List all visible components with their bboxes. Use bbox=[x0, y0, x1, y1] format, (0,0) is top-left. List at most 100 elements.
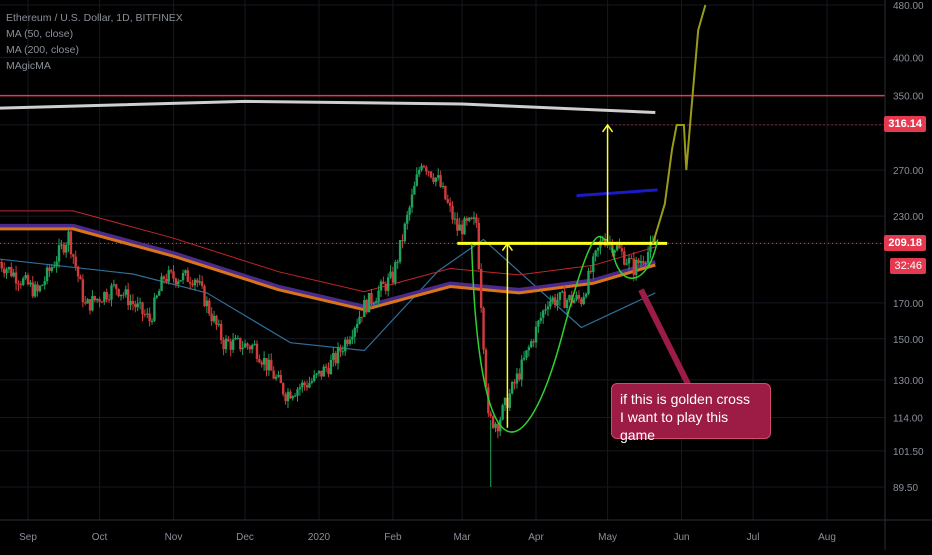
candle-body bbox=[637, 259, 640, 264]
candle-body bbox=[403, 223, 407, 242]
candle-body bbox=[67, 231, 70, 245]
measure-arrowhead bbox=[501, 242, 514, 252]
candle-body bbox=[267, 359, 271, 371]
candle-body bbox=[177, 281, 180, 285]
candle-body bbox=[305, 384, 309, 388]
candle-body bbox=[620, 248, 624, 252]
candle-body bbox=[396, 261, 399, 263]
candle-body bbox=[510, 382, 514, 394]
candle-body bbox=[427, 171, 430, 173]
x-tick-label: Jul bbox=[747, 532, 760, 543]
y-tick-label: 230.00 bbox=[893, 212, 924, 223]
candle-body bbox=[36, 284, 39, 292]
candle-body bbox=[322, 366, 325, 377]
candle-body bbox=[596, 247, 600, 251]
candle-body bbox=[62, 244, 65, 253]
candle-body bbox=[646, 252, 650, 263]
candle-body bbox=[334, 353, 337, 364]
candle-body bbox=[479, 269, 483, 308]
candle-body bbox=[286, 391, 290, 402]
candle-body bbox=[348, 339, 352, 344]
candle-body bbox=[38, 285, 42, 292]
candle-body bbox=[534, 326, 538, 343]
candle-body bbox=[110, 285, 113, 300]
candle-body bbox=[513, 382, 516, 384]
candle-body bbox=[57, 245, 61, 262]
candle-body bbox=[389, 271, 392, 278]
candle-body bbox=[243, 343, 247, 348]
candle-body bbox=[217, 323, 221, 325]
candle-body bbox=[0, 262, 3, 269]
callout-pointer bbox=[638, 288, 691, 386]
candle-body bbox=[413, 185, 416, 195]
magicma-red-line bbox=[0, 210, 656, 293]
candle-body bbox=[274, 376, 278, 379]
candle-body bbox=[272, 370, 275, 379]
candle-body bbox=[446, 199, 449, 203]
candle-body bbox=[169, 270, 173, 272]
candle-body bbox=[611, 242, 614, 253]
candle-body bbox=[193, 279, 197, 286]
candle-body bbox=[131, 300, 135, 305]
candle-body bbox=[277, 374, 280, 377]
candle-body bbox=[212, 315, 216, 322]
ma-line-0 bbox=[0, 99, 656, 114]
candle-body bbox=[301, 382, 304, 388]
candle-body bbox=[91, 296, 94, 311]
candle-body bbox=[360, 316, 364, 318]
candle-body bbox=[613, 250, 616, 253]
candle-body bbox=[429, 171, 433, 178]
candle-body bbox=[303, 382, 306, 385]
y-tick-label: 150.00 bbox=[893, 335, 924, 346]
candle-body bbox=[489, 413, 492, 417]
candle-body bbox=[227, 338, 230, 342]
candle-body bbox=[107, 299, 111, 301]
candle-body bbox=[43, 281, 46, 285]
candle-body bbox=[284, 394, 287, 402]
candle-body bbox=[515, 373, 519, 384]
candle-body bbox=[572, 299, 576, 304]
candle-body bbox=[532, 341, 535, 343]
candle-body bbox=[327, 368, 330, 375]
candle-body bbox=[258, 358, 261, 363]
candle-body bbox=[355, 323, 359, 329]
candle-body bbox=[191, 283, 194, 286]
candle-body bbox=[415, 174, 418, 186]
candle-body bbox=[150, 320, 154, 322]
candle-body bbox=[346, 339, 349, 344]
candle-body bbox=[0, 262, 1, 264]
candle-body bbox=[384, 283, 387, 291]
candle-body bbox=[45, 267, 49, 282]
candle-body bbox=[484, 349, 488, 388]
candle-body bbox=[649, 241, 652, 253]
candle-body bbox=[172, 271, 175, 279]
annotation-callout[interactable]: if this is golden cross I want to play t… bbox=[611, 383, 771, 443]
candle-body bbox=[577, 294, 581, 299]
candle-body bbox=[184, 270, 187, 273]
candle-body bbox=[444, 185, 447, 200]
candle-body bbox=[69, 231, 73, 255]
candle-body bbox=[119, 294, 123, 297]
candle-body bbox=[441, 185, 445, 187]
candle-body bbox=[64, 244, 68, 253]
blue-trend-line bbox=[576, 188, 658, 198]
candle-body bbox=[556, 300, 559, 306]
candle-body bbox=[544, 309, 547, 311]
candle-body bbox=[634, 259, 638, 275]
candle-body bbox=[503, 397, 507, 406]
candle-body bbox=[580, 298, 583, 305]
candle-body bbox=[422, 165, 426, 168]
candle-body bbox=[587, 270, 590, 294]
candle-body bbox=[241, 347, 244, 350]
candle-body bbox=[315, 373, 318, 376]
candle-body bbox=[434, 177, 438, 182]
candle-body bbox=[584, 293, 588, 297]
candle-body bbox=[482, 307, 485, 350]
candle-body bbox=[279, 374, 283, 384]
candle-body bbox=[537, 320, 540, 327]
candle-body bbox=[463, 218, 466, 235]
candle-body bbox=[7, 267, 11, 270]
candle-body bbox=[351, 336, 354, 340]
